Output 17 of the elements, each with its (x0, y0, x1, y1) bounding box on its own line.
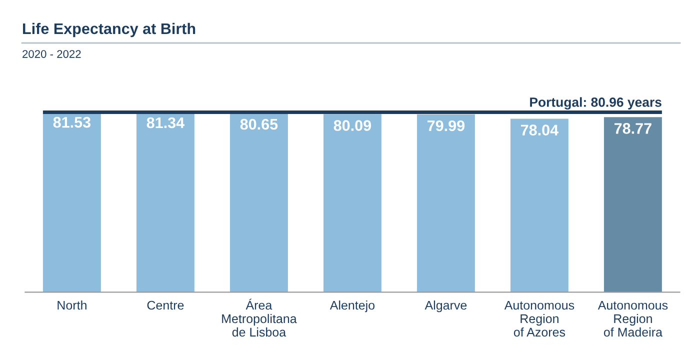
data-label: 80.65 (240, 118, 278, 130)
x-tick-label: Alentejo (330, 300, 375, 312)
data-label: 79.99 (427, 120, 464, 132)
data-label: 80.09 (334, 120, 371, 131)
x-tick-label: Autonomous Region of Azores (504, 300, 574, 337)
chart-title: Life Expectancy at Birth (23, 22, 196, 38)
data-label: 81.34 (146, 117, 184, 128)
x-tick-label: Centre (147, 300, 184, 310)
ref-line-label: Portugal: 80.96 years (530, 97, 662, 110)
chart-subtitle: 2020 - 2022 (22, 50, 81, 58)
x-tick-label: Algarve (424, 300, 467, 312)
x-tick-label: North (58, 300, 86, 310)
data-label: 78.77 (614, 123, 652, 134)
data-label: 78.04 (520, 124, 558, 136)
x-tick-label: Área Metropolitana de Lisboa (222, 298, 297, 337)
data-label: 81.53 (53, 116, 91, 128)
x-tick-label: Autonomous Region of Madeira (598, 300, 668, 337)
